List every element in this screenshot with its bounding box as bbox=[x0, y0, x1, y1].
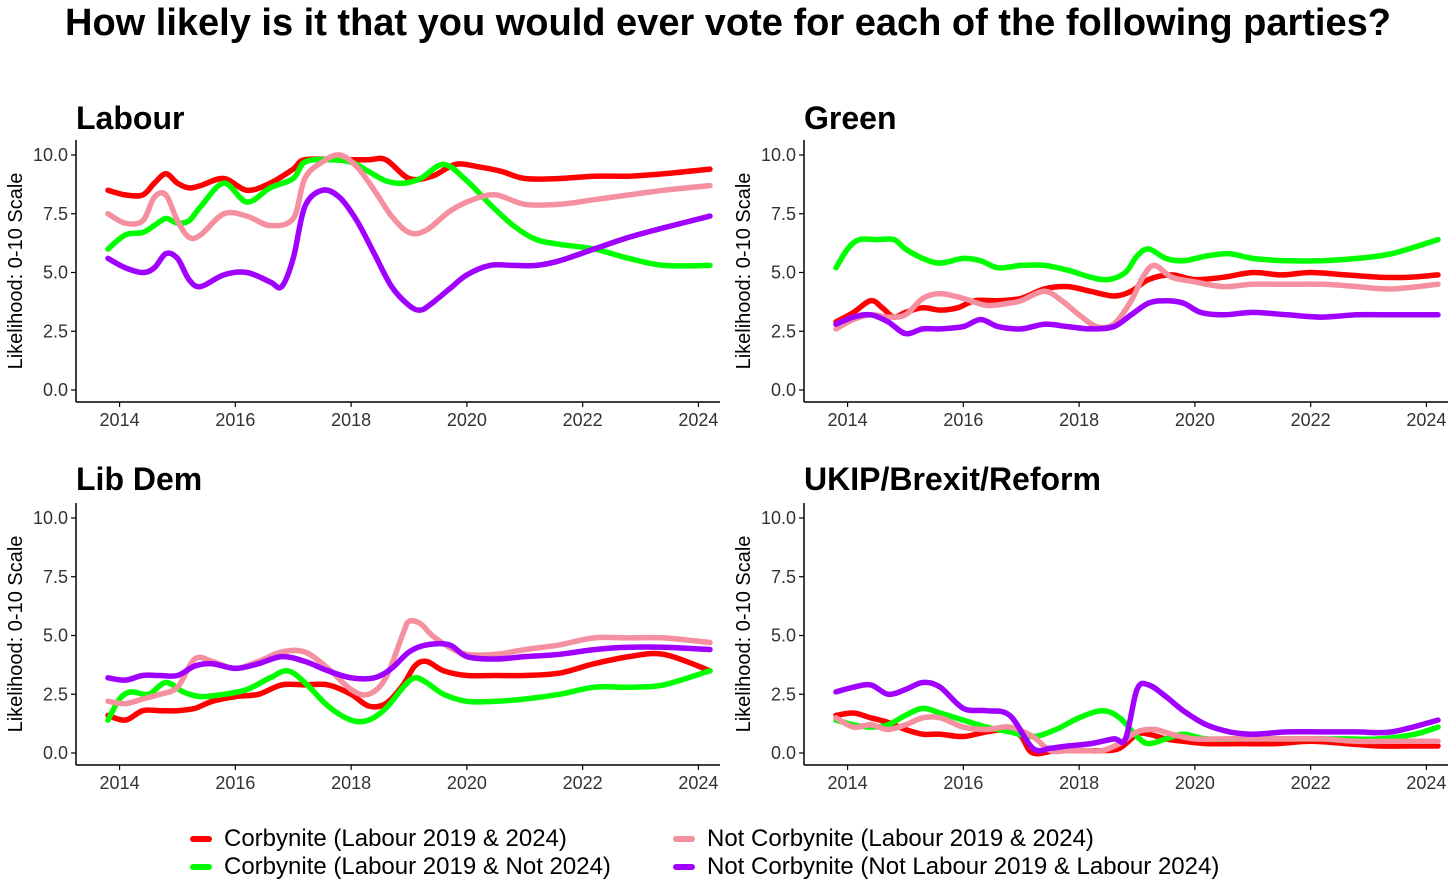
y-tick-label: 5.0 bbox=[771, 263, 796, 283]
x-tick-label: 2022 bbox=[1291, 773, 1331, 793]
y-tick-label: 0.0 bbox=[771, 743, 796, 763]
x-tick-label: 2014 bbox=[828, 773, 868, 793]
panel-title: UKIP/Brexit/Reform bbox=[804, 461, 1101, 497]
legend-item: Not Corbynite (Not Labour 2019 & Labour … bbox=[673, 853, 1220, 880]
y-tick-label: 2.5 bbox=[43, 321, 68, 341]
y-axis-label: Likelihood: 0-10 Scale bbox=[733, 173, 755, 370]
legend-swatch bbox=[190, 836, 212, 842]
panel-title: Green bbox=[804, 100, 896, 136]
series-line bbox=[833, 714, 1441, 755]
chart-panel-0: Labour Likelihood: 0-10 Scale 0.0 2.5 5.0 7.5… bbox=[5, 100, 720, 430]
legend-item: Corbynite (Labour 2019 & Not 2024) bbox=[190, 853, 611, 880]
x-tick-label: 2024 bbox=[678, 773, 718, 793]
x-tick-label: 2016 bbox=[215, 410, 255, 430]
x-tick-label: 2024 bbox=[678, 410, 718, 430]
x-tick-label: 2018 bbox=[1059, 773, 1099, 793]
series-line bbox=[105, 152, 713, 242]
x-tick-label: 2020 bbox=[447, 773, 487, 793]
y-tick-label: 7.5 bbox=[43, 567, 68, 587]
x-tick-label: 2020 bbox=[447, 410, 487, 430]
legend-item: Corbynite (Labour 2019 & 2024) bbox=[190, 825, 567, 852]
series-line bbox=[833, 236, 1441, 283]
y-tick-label: 2.5 bbox=[43, 684, 68, 704]
y-axis-label: Likelihood: 0-10 Scale bbox=[5, 173, 27, 370]
y-tick-label: 7.5 bbox=[771, 567, 796, 587]
chart-panel-2: Lib Dem Likelihood: 0-10 Scale 0.0 2.5 5.0 7.… bbox=[5, 461, 720, 793]
y-tick-label: 0.0 bbox=[43, 380, 68, 400]
legend-label: Corbynite (Labour 2019 & 2024) bbox=[224, 825, 567, 852]
x-tick-label: 2024 bbox=[1406, 410, 1446, 430]
x-tick-label: 2014 bbox=[828, 410, 868, 430]
y-tick-label: 7.5 bbox=[771, 204, 796, 224]
x-tick-label: 2020 bbox=[1175, 773, 1215, 793]
y-tick-label: 10.0 bbox=[761, 508, 796, 528]
legend-label: Not Corbynite (Not Labour 2019 & Labour … bbox=[707, 853, 1220, 880]
series-line bbox=[105, 187, 713, 313]
y-tick-label: 0.0 bbox=[771, 380, 796, 400]
y-tick-label: 5.0 bbox=[771, 626, 796, 646]
x-tick-label: 2022 bbox=[563, 773, 603, 793]
panel-title: Labour bbox=[76, 100, 184, 136]
legend-item: Not Corbynite (Labour 2019 & 2024) bbox=[673, 825, 1094, 852]
x-tick-label: 2018 bbox=[331, 410, 371, 430]
legend-label: Corbynite (Labour 2019 & Not 2024) bbox=[224, 853, 611, 880]
x-tick-label: 2018 bbox=[331, 773, 371, 793]
y-tick-label: 5.0 bbox=[43, 626, 68, 646]
chart-panel-1: Green Likelihood: 0-10 Scale 0.0 2.5 5.0 7.5 1… bbox=[733, 100, 1448, 430]
x-tick-label: 2022 bbox=[1291, 410, 1331, 430]
y-tick-label: 2.5 bbox=[771, 684, 796, 704]
main-title: How likely is it that you would ever vot… bbox=[65, 2, 1391, 44]
x-tick-label: 2016 bbox=[215, 773, 255, 793]
y-tick-label: 7.5 bbox=[43, 204, 68, 224]
x-tick-label: 2020 bbox=[1175, 410, 1215, 430]
y-tick-label: 0.0 bbox=[43, 743, 68, 763]
y-axis-label: Likelihood: 0-10 Scale bbox=[733, 536, 755, 733]
legend-swatch bbox=[190, 864, 212, 870]
series-line bbox=[833, 297, 1441, 337]
legend-swatch bbox=[673, 864, 695, 870]
legend: Corbynite (Labour 2019 & 2024) Corbynite… bbox=[190, 825, 1290, 882]
x-tick-label: 2016 bbox=[943, 410, 983, 430]
x-tick-label: 2018 bbox=[1059, 410, 1099, 430]
y-tick-label: 10.0 bbox=[761, 145, 796, 165]
x-tick-label: 2014 bbox=[100, 410, 140, 430]
y-tick-label: 10.0 bbox=[33, 508, 68, 528]
series-line bbox=[105, 640, 713, 683]
y-tick-label: 2.5 bbox=[771, 321, 796, 341]
legend-swatch bbox=[673, 836, 695, 842]
series-line bbox=[105, 155, 713, 199]
x-tick-label: 2024 bbox=[1406, 773, 1446, 793]
y-axis-label: Likelihood: 0-10 Scale bbox=[5, 536, 27, 733]
series-line bbox=[833, 679, 1441, 754]
series-line bbox=[105, 667, 713, 725]
chart-panel-3: UKIP/Brexit/Reform Likelihood: 0-10 Scale… bbox=[733, 461, 1448, 793]
y-tick-label: 5.0 bbox=[43, 263, 68, 283]
series-line bbox=[105, 650, 713, 723]
panel-title: Lib Dem bbox=[76, 461, 202, 497]
legend-label: Not Corbynite (Labour 2019 & 2024) bbox=[707, 825, 1094, 852]
y-tick-label: 10.0 bbox=[33, 145, 68, 165]
series-line bbox=[833, 262, 1441, 332]
x-tick-label: 2016 bbox=[943, 773, 983, 793]
x-tick-label: 2014 bbox=[100, 773, 140, 793]
x-tick-label: 2022 bbox=[563, 410, 603, 430]
